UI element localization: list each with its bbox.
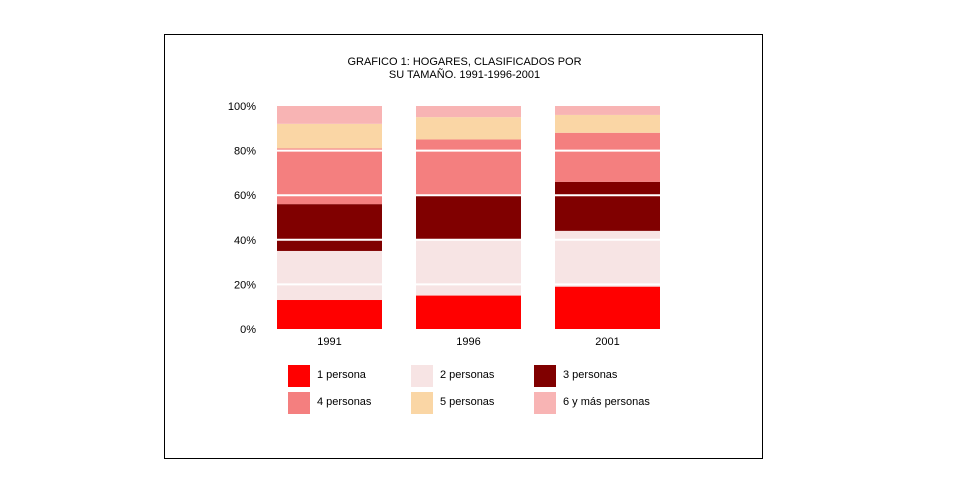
bar-segment-1991-5 [277, 123, 382, 149]
y-tick-label-0pct: 0% [240, 324, 256, 336]
bar-segment-1996-6 [416, 106, 521, 118]
bar-segment-1991-6 [277, 106, 382, 124]
y-tick-label-20pct: 20% [234, 279, 256, 291]
bar-segment-2001-6 [555, 106, 660, 115]
legend-label: 3 personas [563, 369, 618, 381]
bar-segment-1991-1 [277, 300, 382, 329]
legend-label: 6 y más personas [563, 396, 650, 408]
bar-segment-1996-5 [416, 117, 521, 140]
bar-segment-1996-4 [416, 139, 521, 196]
bar-segment-2001-3 [555, 181, 660, 231]
chart-title-line-2: SU TAMAÑO. 1991-1996-2001 [388, 69, 541, 81]
legend-swatch [534, 365, 556, 387]
legend-label: 4 personas [317, 396, 372, 408]
bar-segment-2001-1 [555, 286, 660, 329]
x-tick-label-2001: 2001 [595, 336, 619, 348]
chart-title-line-1: GRAFICO 1: HOGARES, CLASIFICADOS POR [347, 56, 582, 68]
bar-segment-1991-3 [277, 204, 382, 251]
y-tick-label-80pct: 80% [234, 146, 256, 158]
stacked-bar-chart: 1991 1996 2001 0% 20% 40% 60% 80% 100% [228, 101, 660, 348]
legend-swatch [411, 365, 433, 387]
legend-label: 2 personas [440, 369, 495, 381]
bar-segment-1996-2 [416, 239, 521, 296]
x-tick-label-1996: 1996 [456, 336, 480, 348]
chart-frame: GRAFICO 1: HOGARES, CLASIFICADOS POR SU … [164, 34, 763, 459]
legend-swatch [411, 392, 433, 414]
bar-segment-1991-2 [277, 250, 382, 301]
legend-swatch [288, 365, 310, 387]
y-tick-label-40pct: 40% [234, 235, 256, 247]
y-tick-label-100pct: 100% [228, 101, 256, 113]
bar-segment-2001-4 [555, 132, 660, 182]
bar-segment-1996-3 [416, 195, 521, 240]
bar-segment-1996-1 [416, 295, 521, 329]
legend-swatch [288, 392, 310, 414]
legend-swatch [534, 392, 556, 414]
legend-label: 5 personas [440, 396, 495, 408]
bar-segment-2001-5 [555, 114, 660, 133]
x-tick-label-1991: 1991 [317, 336, 341, 348]
legend-label: 1 persona [317, 369, 366, 381]
y-tick-label-60pct: 60% [234, 190, 256, 202]
